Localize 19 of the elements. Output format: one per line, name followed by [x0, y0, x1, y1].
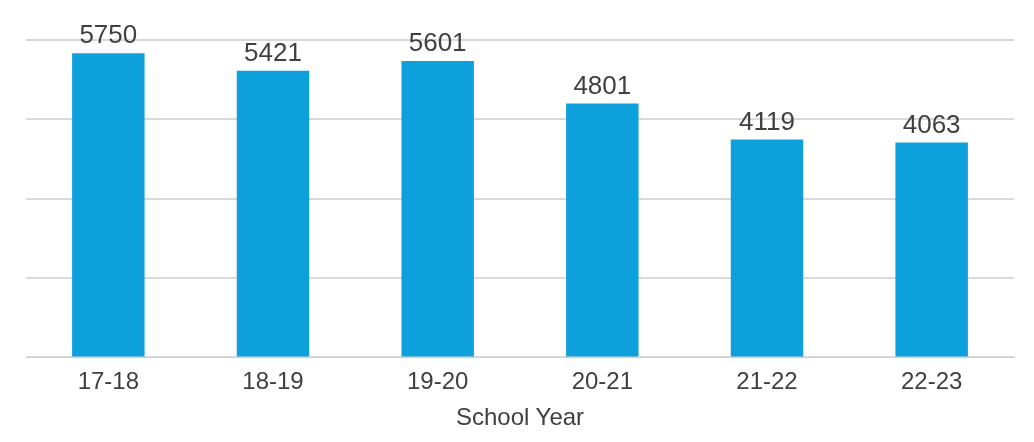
bar — [236, 70, 310, 357]
x-tick-label: 18-19 — [242, 367, 304, 395]
data-label: 4801 — [573, 69, 632, 100]
bar — [72, 53, 145, 357]
data-label: 5750 — [79, 19, 138, 50]
x-tick-label: 20-21 — [571, 367, 634, 395]
bar — [566, 103, 639, 357]
data-label: 4119 — [739, 105, 795, 136]
data-label: 4063 — [902, 108, 961, 139]
bar — [401, 61, 474, 357]
bar — [895, 142, 968, 357]
x-tick-label: 17-18 — [77, 367, 140, 395]
bar — [730, 139, 804, 357]
x-tick-label: 22-23 — [900, 367, 963, 395]
x-axis-title: School Year — [455, 403, 585, 431]
data-label: 5421 — [244, 36, 302, 67]
data-label: 5601 — [408, 27, 467, 58]
x-tick-label: 21-22 — [736, 367, 798, 395]
x-tick-label: 19-20 — [406, 367, 469, 395]
